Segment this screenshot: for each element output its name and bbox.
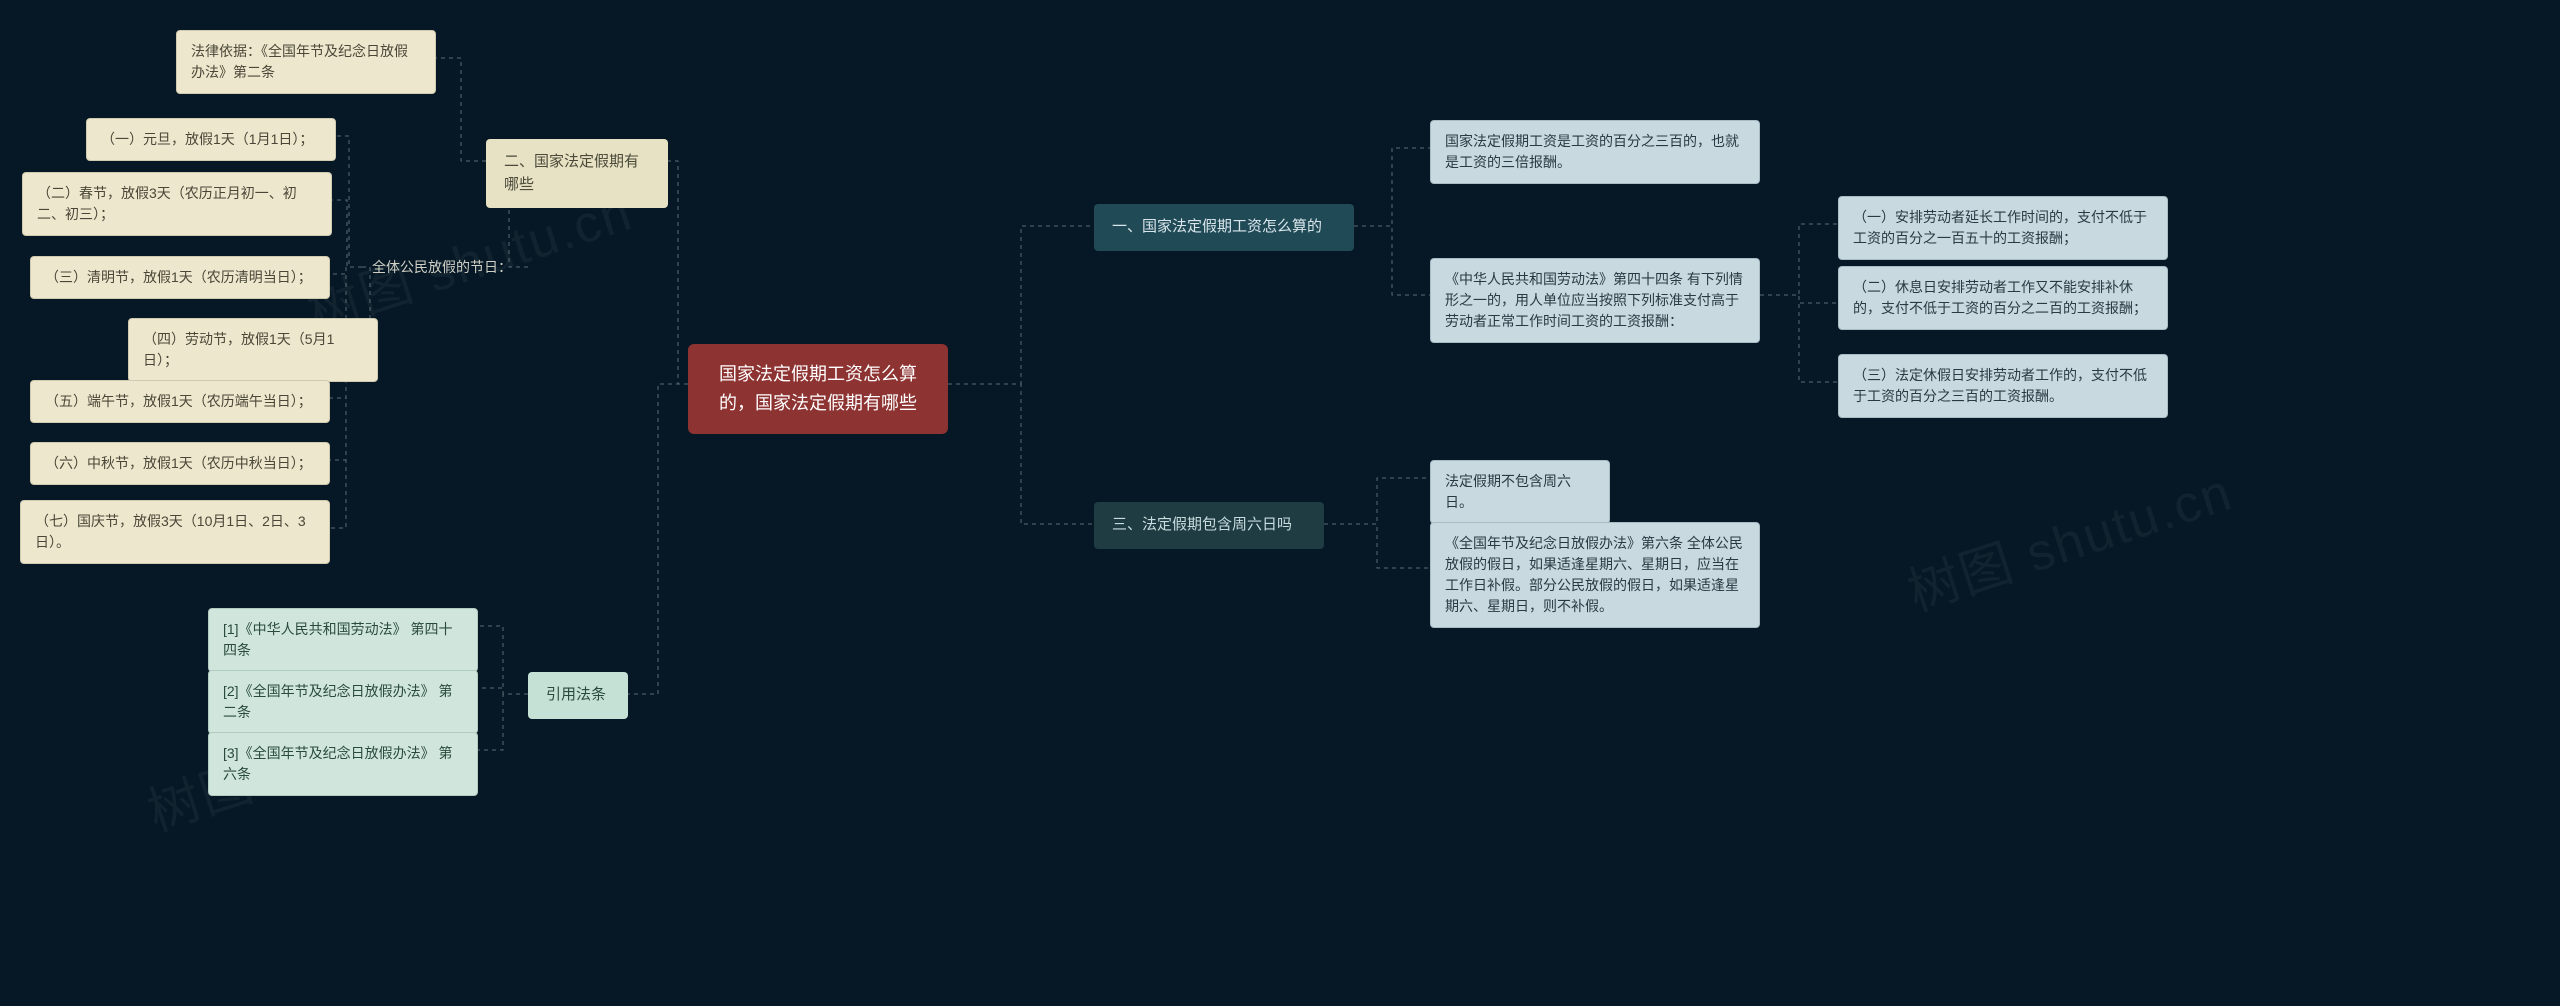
- leaf-c2[interactable]: [2]《全国年节及纪念日放假办法》 第二条: [208, 670, 478, 734]
- leaf-c1[interactable]: [1]《中华人民共和国劳动法》 第四十四条: [208, 608, 478, 672]
- branch-3[interactable]: 三、法定假期包含周六日吗: [1094, 502, 1324, 549]
- leaf-r2c[interactable]: （三）法定休假日安排劳动者工作的，支付不低于工资的百分之三百的工资报酬。: [1838, 354, 2168, 418]
- leaf-l3[interactable]: （二）春节，放假3天（农历正月初一、初二、初三）；: [22, 172, 332, 236]
- leaf-l7[interactable]: （六）中秋节，放假1天（农历中秋当日）；: [30, 442, 330, 485]
- leaf-r2b[interactable]: （二）休息日安排劳动者工作又不能安排补休的，支付不低于工资的百分之二百的工资报酬…: [1838, 266, 2168, 330]
- leaf-r4[interactable]: 《全国年节及纪念日放假办法》第六条 全体公民放假的假日，如果适逢星期六、星期日，…: [1430, 522, 1760, 628]
- leaf-l4[interactable]: （三）清明节，放假1天（农历清明当日）；: [30, 256, 330, 299]
- branch-4[interactable]: 引用法条: [528, 672, 628, 719]
- leaf-l5[interactable]: （四）劳动节，放假1天（5月1日）；: [128, 318, 378, 382]
- leaf-l6[interactable]: （五）端午节，放假1天（农历端午当日）；: [30, 380, 330, 423]
- sublabel-holidays: 全体公民放假的节日：: [362, 249, 532, 285]
- watermark: 树图 shutu.cn: [1897, 450, 2241, 625]
- branch-2[interactable]: 二、国家法定假期有哪些: [486, 139, 668, 208]
- leaf-l2[interactable]: （一）元旦，放假1天（1月1日）；: [86, 118, 336, 161]
- center-line1: 国家法定假期工资怎么算: [719, 364, 917, 384]
- branch-1[interactable]: 一、国家法定假期工资怎么算的: [1094, 204, 1354, 251]
- leaf-r2a[interactable]: （一）安排劳动者延长工作时间的，支付不低于工资的百分之一百五十的工资报酬；: [1838, 196, 2168, 260]
- center-line2: 的，国家法定假期有哪些: [719, 393, 917, 413]
- leaf-l1[interactable]: 法律依据：《全国年节及纪念日放假办法》第二条: [176, 30, 436, 94]
- leaf-r2[interactable]: 《中华人民共和国劳动法》第四十四条 有下列情形之一的，用人单位应当按照下列标准支…: [1430, 258, 1760, 343]
- leaf-r1[interactable]: 国家法定假期工资是工资的百分之三百的，也就是工资的三倍报酬。: [1430, 120, 1760, 184]
- leaf-r3[interactable]: 法定假期不包含周六日。: [1430, 460, 1610, 524]
- leaf-c3[interactable]: [3]《全国年节及纪念日放假办法》 第六条: [208, 732, 478, 796]
- leaf-l8[interactable]: （七）国庆节，放假3天（10月1日、2日、3日）。: [20, 500, 330, 564]
- center-topic[interactable]: 国家法定假期工资怎么算 的，国家法定假期有哪些: [688, 344, 948, 434]
